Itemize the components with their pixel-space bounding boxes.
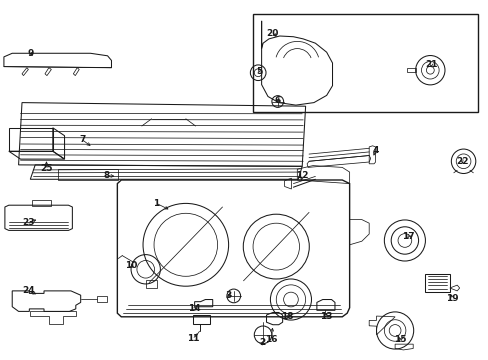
Text: 21: 21 (424, 59, 437, 68)
Text: 20: 20 (266, 29, 279, 37)
Text: 10: 10 (124, 261, 137, 270)
Text: 25: 25 (40, 164, 53, 173)
Text: 3: 3 (225, 291, 231, 300)
Text: 1: 1 (153, 199, 159, 208)
Text: 18: 18 (281, 311, 293, 320)
Text: 14: 14 (188, 304, 201, 313)
Text: 22: 22 (455, 157, 468, 166)
Text: 9: 9 (27, 49, 34, 58)
Text: 12: 12 (295, 171, 308, 180)
Text: 17: 17 (401, 233, 414, 241)
Text: 15: 15 (393, 334, 406, 343)
Text: 23: 23 (22, 218, 35, 227)
Text: 4: 4 (371, 146, 378, 155)
Bar (32, 200, 51, 206)
Text: 6: 6 (274, 96, 280, 105)
Text: 11: 11 (186, 334, 199, 343)
Text: 5: 5 (256, 67, 262, 76)
Text: 24: 24 (22, 287, 35, 295)
Text: 8: 8 (103, 171, 109, 180)
Text: 13: 13 (320, 311, 332, 320)
Text: 2: 2 (259, 338, 264, 347)
Text: 19: 19 (445, 293, 458, 302)
Text: 7: 7 (79, 135, 85, 144)
Text: 16: 16 (264, 334, 277, 343)
